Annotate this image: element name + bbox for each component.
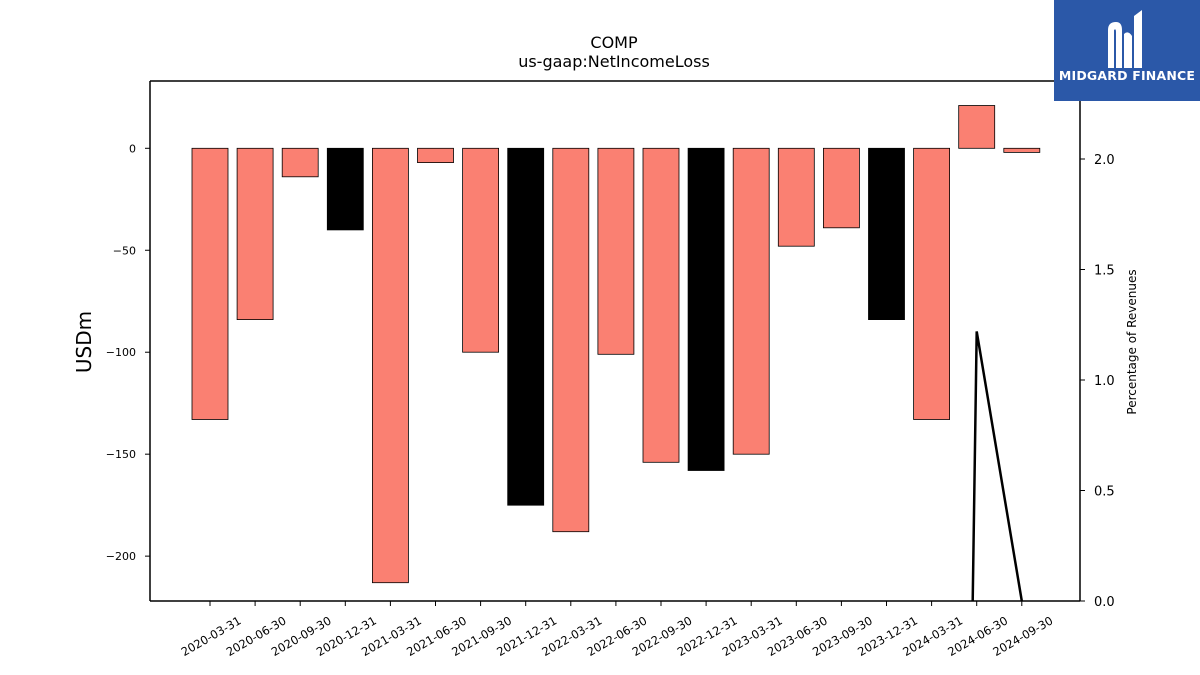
bar-2021-03-31 [371, 147, 409, 584]
bar-2021-12-31 [507, 147, 545, 506]
y2-tick-label: 1.5 [1094, 264, 1115, 279]
y2-tick-label: 1.0 [1094, 374, 1115, 389]
bar-2021-09-30 [462, 147, 500, 353]
y2-axis-label: Percentage of Revenues [1125, 269, 1139, 414]
bar-2020-09-30 [281, 147, 319, 178]
bar-2024-06-30 [958, 105, 996, 149]
bar-2024-03-31 [913, 147, 950, 420]
bar-2023-09-30 [823, 147, 860, 229]
ratio-line [971, 331, 1024, 602]
chart-subtitle: us-gaap:NetIncomeLoss [518, 52, 710, 71]
y-tick-label: −50 [113, 244, 136, 257]
y-tick-label: 0 [129, 142, 136, 155]
y-tick-label: −100 [106, 346, 136, 359]
bar-2023-06-30 [777, 147, 815, 247]
bar-2023-12-31 [868, 147, 905, 321]
brand-logo: MIDGARD FINANCE [1054, 0, 1200, 101]
y-tick-label: −150 [106, 448, 136, 461]
bar-2022-12-31 [687, 147, 725, 471]
bar-2022-06-30 [597, 147, 635, 355]
y2-tick-label: 0.5 [1094, 485, 1115, 500]
bar-2021-06-30 [417, 147, 454, 164]
logo-text: MIDGARD FINANCE [1058, 68, 1196, 83]
y-tick-label: −200 [106, 550, 136, 563]
bar-2020-12-31 [326, 147, 364, 231]
y2-tick-label: 2.0 [1094, 153, 1115, 168]
ratio-line-group [971, 331, 1024, 602]
bars-group [191, 105, 1041, 584]
bar-2020-03-31 [191, 147, 229, 420]
bar-2023-03-31 [732, 147, 770, 455]
bar-2024-09-30 [1003, 147, 1041, 153]
bar-2022-09-30 [642, 147, 680, 463]
bar-2022-03-31 [552, 147, 590, 533]
logo-mark-icon [1108, 10, 1142, 68]
chart-title: COMP [590, 33, 638, 52]
y-axis-label: USDm [72, 311, 96, 373]
y2-tick-label: 0.0 [1094, 595, 1115, 610]
bar-2020-06-30 [236, 147, 274, 321]
